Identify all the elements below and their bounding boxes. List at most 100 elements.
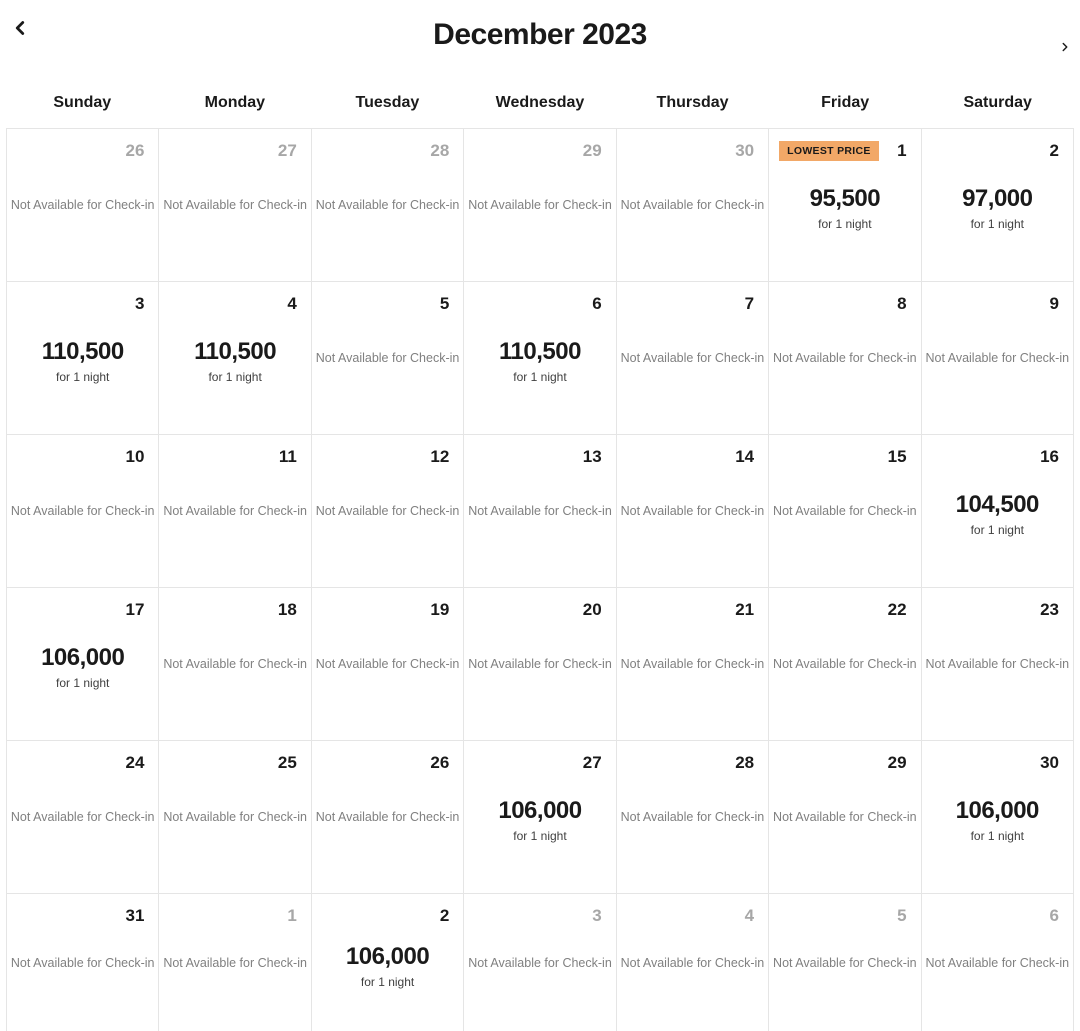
price-value: 104,500 [956,491,1039,519]
calendar-cell: 7Not Available for Check-in [617,282,769,435]
not-available-label: Not Available for Check-in [773,810,917,824]
calendar-cell: 22Not Available for Check-in [769,588,921,741]
not-available-label: Not Available for Check-in [773,504,917,518]
calendar-cell[interactable]: 16104,500for 1 night [922,435,1074,588]
not-available-label: Not Available for Check-in [621,956,765,970]
calendar-cell: 24Not Available for Check-in [7,741,159,894]
calendar-cell: 10Not Available for Check-in [7,435,159,588]
chevron-left-icon [9,17,31,39]
cell-body: Not Available for Check-in [464,435,615,587]
calendar-cell[interactable]: 17106,000for 1 night [7,588,159,741]
calendar-cell: 20Not Available for Check-in [464,588,616,741]
not-available-label: Not Available for Check-in [925,351,1069,365]
cell-body: 95,500for 1 night [769,129,920,281]
cell-body: Not Available for Check-in [159,435,310,587]
not-available-label: Not Available for Check-in [468,198,612,212]
cell-body: Not Available for Check-in [7,894,158,1031]
calendar-cell[interactable]: 6110,500for 1 night [464,282,616,435]
calendar-cell: 14Not Available for Check-in [617,435,769,588]
not-available-label: Not Available for Check-in [163,956,307,970]
not-available-label: Not Available for Check-in [11,504,155,518]
cell-body: Not Available for Check-in [769,741,920,893]
cell-body: Not Available for Check-in [617,894,768,1031]
calendar-cell: 19Not Available for Check-in [312,588,464,741]
cell-body: 110,500for 1 night [464,282,615,434]
cell-body: Not Available for Check-in [922,588,1073,740]
calendar-cell: 1Not Available for Check-in [159,894,311,1031]
cell-body: 97,000for 1 night [922,129,1073,281]
nights-label: for 1 night [56,370,109,384]
cell-body: Not Available for Check-in [159,741,310,893]
cell-body: Not Available for Check-in [159,894,310,1031]
calendar-cell[interactable]: 297,000for 1 night [922,129,1074,282]
calendar-cell: 28Not Available for Check-in [312,129,464,282]
not-available-label: Not Available for Check-in [163,657,307,671]
calendar-cell: 29Not Available for Check-in [464,129,616,282]
calendar-cell[interactable]: 4110,500for 1 night [159,282,311,435]
not-available-label: Not Available for Check-in [316,351,460,365]
nights-label: for 1 night [818,217,871,231]
calendar-cell: 5Not Available for Check-in [769,894,921,1031]
next-month-button[interactable] [1056,38,1074,56]
not-available-label: Not Available for Check-in [468,956,612,970]
calendar-cell: 21Not Available for Check-in [617,588,769,741]
not-available-label: Not Available for Check-in [621,810,765,824]
cell-body: Not Available for Check-in [617,282,768,434]
price-value: 110,500 [194,338,276,366]
cell-body: Not Available for Check-in [769,435,920,587]
calendar-cell: 25Not Available for Check-in [159,741,311,894]
calendar-cell[interactable]: 2106,000for 1 night [312,894,464,1031]
not-available-label: Not Available for Check-in [468,657,612,671]
day-of-week-label: Thursday [616,88,769,118]
calendar-cell: 26Not Available for Check-in [312,741,464,894]
cell-body: Not Available for Check-in [7,129,158,281]
nights-label: for 1 night [971,829,1024,843]
calendar-cell[interactable]: 30106,000for 1 night [922,741,1074,894]
prev-month-button[interactable] [6,14,34,42]
cell-body: Not Available for Check-in [159,588,310,740]
not-available-label: Not Available for Check-in [316,810,460,824]
calendar-cell[interactable]: 3110,500for 1 night [7,282,159,435]
cell-body: 110,500 for 1 night [159,282,310,434]
not-available-label: Not Available for Check-in [773,657,917,671]
cell-body: 106,000for 1 night [7,588,158,740]
cell-body: 104,500 for 1 night [922,435,1073,587]
day-of-week-label: Monday [159,88,312,118]
not-available-label: Not Available for Check-in [621,657,765,671]
not-available-label: Not Available for Check-in [621,351,765,365]
cell-body: Not Available for Check-in [464,129,615,281]
calendar-cell: 28Not Available for Check-in [617,741,769,894]
cell-body: 106,000for 1 night [464,741,615,893]
not-available-label: Not Available for Check-in [468,504,612,518]
calendar-grid: 26Not Available for Check-in27Not Availa… [6,128,1074,1031]
cell-body: Not Available for Check-in [922,894,1073,1031]
not-available-label: Not Available for Check-in [773,956,917,970]
calendar-cell: 6Not Available for Check-in [922,894,1074,1031]
calendar-cell: 5Not Available for Check-in [312,282,464,435]
not-available-label: Not Available for Check-in [925,956,1069,970]
cell-body: Not Available for Check-in [464,894,615,1031]
calendar-cell: 12Not Available for Check-in [312,435,464,588]
cell-body: 106,000for 1 night [312,894,463,1031]
not-available-label: Not Available for Check-in [316,657,460,671]
calendar-cell: 27Not Available for Check-in [159,129,311,282]
day-of-week-row: SundayMondayTuesdayWednesdayThursdayFrid… [6,88,1074,118]
nights-label: for 1 night [971,523,1024,537]
nights-label: for 1 night [56,676,109,690]
nights-label: for 1 night [208,370,261,384]
day-of-week-label: Friday [769,88,922,118]
price-value: 97,000 [962,185,1032,213]
day-of-week-label: Wednesday [464,88,617,118]
cell-body: Not Available for Check-in [7,741,158,893]
calendar-cell[interactable]: 1LOWEST PRICE95,500for 1 night [769,129,921,282]
nights-label: for 1 night [513,829,566,843]
not-available-label: Not Available for Check-in [621,504,765,518]
calendar-cell[interactable]: 27106,000for 1 night [464,741,616,894]
cell-body: Not Available for Check-in [769,282,920,434]
calendar-cell: 26Not Available for Check-in [7,129,159,282]
price-value: 110,500 [499,338,581,366]
not-available-label: Not Available for Check-in [316,504,460,518]
cell-body: Not Available for Check-in [769,894,920,1031]
calendar-cell: 15Not Available for Check-in [769,435,921,588]
cell-body: Not Available for Check-in [312,282,463,434]
